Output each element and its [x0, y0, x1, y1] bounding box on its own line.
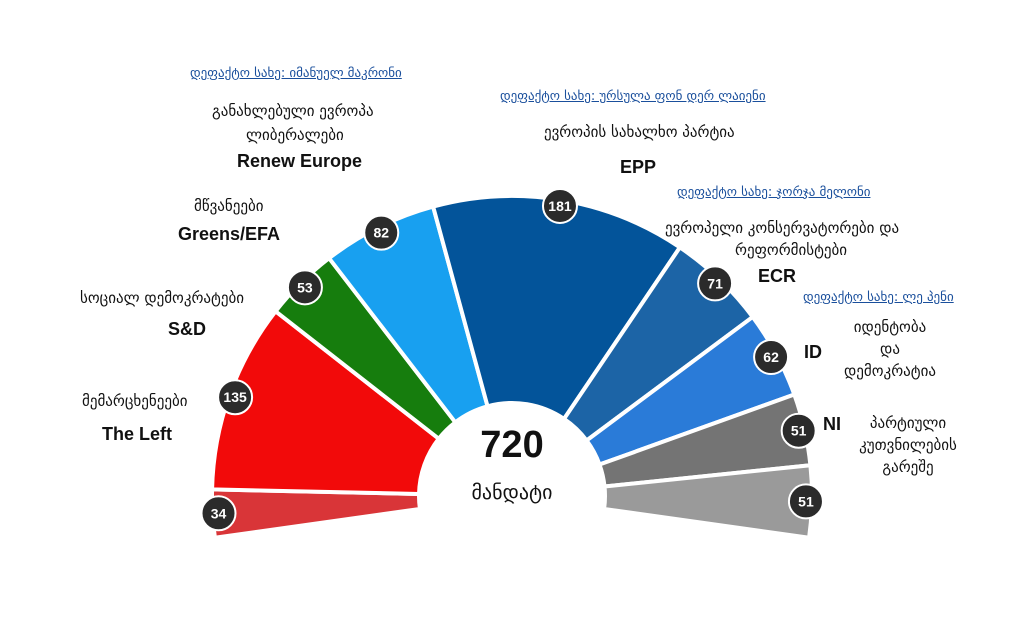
- label-epp-abbr: EPP: [620, 157, 657, 177]
- label-ni-abbr: NI: [823, 414, 841, 434]
- label-greens-geo: მწვანეები: [194, 197, 264, 215]
- label-id-abbr: ID: [804, 342, 822, 362]
- badge-circle-the-left: [200, 495, 237, 532]
- label-ni-geo2: კუთვნილების: [859, 436, 957, 454]
- value-label-greens-efa: 53: [297, 279, 313, 295]
- slice-the-left: [210, 487, 422, 540]
- value-label-unlabeled-8: 51: [798, 493, 814, 509]
- slice-epp: [431, 194, 682, 421]
- badge-circle-id: [753, 339, 790, 376]
- badge-epp: 181: [541, 187, 578, 224]
- slice-s-d: [210, 309, 441, 496]
- label-renew-geo1: განახლებული ევროპა: [212, 102, 374, 120]
- badge-circle-renew-europe: [363, 214, 400, 251]
- label-id-geo1: იდენტობა: [853, 318, 927, 336]
- badge-circle-ni: [780, 412, 817, 449]
- label-epp-link[interactable]: დეფაქტო სახე: ურსულა ფონ დერ ლაიენი: [500, 89, 766, 104]
- badge-circle-epp: [541, 187, 578, 224]
- label-renew-abbr: Renew Europe: [237, 151, 363, 171]
- label-ecr-geo1: ევროპელი კონსერვატორები და: [665, 219, 900, 237]
- label-ecr-link[interactable]: დეფაქტო სახე: ჯორჯა მელონი: [677, 185, 871, 200]
- badge-id: 62: [753, 339, 790, 376]
- total-seats-label: მანდატი: [471, 480, 553, 504]
- value-label-s-d: 135: [223, 389, 247, 405]
- badge-circle-ecr: [697, 265, 734, 302]
- label-ni-geo3: გარეშე: [882, 458, 934, 476]
- value-label-renew-europe: 82: [373, 225, 389, 241]
- label-id-geo2: და: [880, 340, 900, 358]
- label-epp-geo: ევროპის სახალხო პარტია: [544, 123, 735, 141]
- badge-circle-greens-efa: [286, 269, 323, 306]
- label-sd-geo: სოციალ დემოკრატები: [80, 289, 244, 307]
- badge-ecr: 71: [697, 265, 734, 302]
- total-seats: 720: [480, 424, 544, 466]
- label-left-geo: მემარცხენეები: [82, 392, 188, 410]
- label-sd-abbr: S&D: [168, 319, 207, 339]
- badge-the-left: 34: [200, 495, 237, 532]
- label-greens-abbr: Greens/EFA: [178, 224, 281, 244]
- label-left-abbr: The Left: [102, 424, 172, 444]
- value-label-ni: 51: [791, 423, 807, 439]
- label-ni-geo1: პარტიული: [869, 414, 947, 432]
- badge-greens-efa: 53: [286, 269, 323, 306]
- value-label-the-left: 34: [211, 505, 227, 521]
- label-id-geo3: დემოკრატია: [844, 362, 936, 380]
- label-renew-link[interactable]: დეფაქტო სახე: იმანუელ მაკრონი: [190, 66, 402, 81]
- badge-ni: 51: [780, 412, 817, 449]
- badge-unlabeled-8: 51: [787, 483, 824, 520]
- badge-renew-europe: 82: [363, 214, 400, 251]
- value-label-epp: 181: [548, 198, 572, 214]
- badge-s-d: 135: [217, 379, 254, 416]
- label-id-link[interactable]: დეფაქტო სახე: ლე პენი: [803, 290, 954, 305]
- badge-circle-unlabeled-8: [787, 483, 824, 520]
- badge-circle-s-d: [217, 379, 254, 416]
- label-renew-geo2: ლიბერალები: [246, 126, 344, 144]
- label-ecr-geo2: რეფორმისტები: [735, 241, 848, 259]
- value-label-id: 62: [763, 349, 779, 365]
- value-label-ecr: 71: [707, 275, 723, 291]
- label-ecr-abbr: ECR: [758, 266, 797, 286]
